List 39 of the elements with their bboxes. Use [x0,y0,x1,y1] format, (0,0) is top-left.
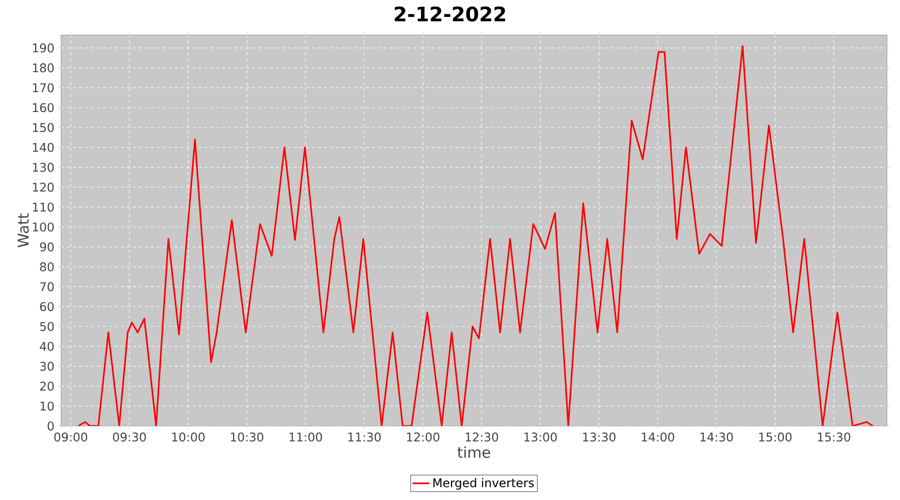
y-tick-label: 100 [32,222,54,232]
y-tick-label: 180 [32,63,54,72]
x-tick-label: 12:30 [466,432,498,442]
y-tick-label: 50 [40,322,54,332]
x-tick-label: 09:30 [113,432,146,442]
y-tick-label: 140 [32,142,54,152]
y-tick-label: 90 [40,242,54,252]
x-tick-label: 12:00 [407,432,440,442]
x-tick-label: 15:00 [759,432,792,442]
y-tick-label: 10 [40,402,54,411]
y-tick-label: 30 [40,362,54,371]
y-tick-label: 170 [32,83,54,92]
x-tick-label: 11:30 [348,432,381,442]
line-series [78,45,874,426]
y-tick-label: 190 [32,43,54,52]
y-axis-title: Watt [18,213,29,248]
x-tick-label: 15:30 [818,432,850,442]
chart-title: 2-12-2022 [394,6,506,22]
y-tick-label: 60 [40,302,54,312]
x-tick-label: 10:30 [230,432,264,442]
y-tick-label: 20 [40,382,54,391]
x-tick-label: 11:00 [290,432,322,442]
x-tick-label: 13:00 [524,432,557,442]
x-tick-label: 09:00 [54,432,88,442]
x-tick-label: 14:30 [700,432,733,442]
x-tick-label: 10:00 [172,432,205,442]
y-tick-label: 80 [40,262,54,272]
y-tick-label: 150 [32,122,54,132]
y-tick-label: 130 [32,162,54,172]
y-tick-label: 40 [40,342,54,351]
legend-label: Merged inverters [433,478,534,490]
x-axis-title: time [458,446,490,458]
y-tick-label: 70 [40,282,54,292]
x-tick-label: 14:00 [642,432,674,442]
y-tick-label: 0 [48,421,54,431]
y-tick-label: 110 [32,202,54,212]
y-tick-label: 120 [32,182,54,192]
y-tick-label: 160 [32,103,54,112]
x-tick-label: 13:30 [583,432,616,442]
